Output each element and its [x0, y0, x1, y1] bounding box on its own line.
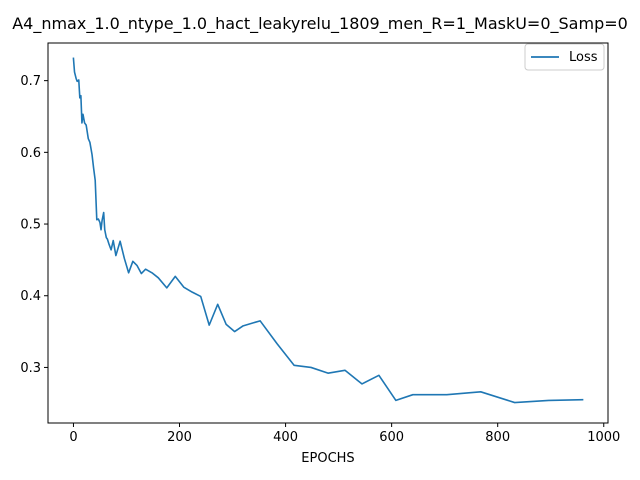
- y-tick-label: 0.5: [20, 218, 41, 233]
- axes-frame: [47, 42, 609, 424]
- legend: Loss: [524, 43, 605, 71]
- y-tick-label: 0.4: [20, 289, 41, 304]
- legend-box: [524, 43, 605, 71]
- x-tick-label: 0: [69, 430, 77, 445]
- chart-title: A4_nmax_1.0_ntype_1.0_hact_leakyrelu_180…: [12, 14, 628, 34]
- legend-label-loss: Loss: [569, 50, 598, 65]
- y-tick-label: 0.7: [20, 74, 41, 89]
- y-axis-ticks: 0.3 0.4 0.5 0.6 0.7: [20, 74, 48, 376]
- x-tick-label: 600: [379, 430, 404, 445]
- x-axis-ticks: 0 200 400 600 800 1000: [69, 423, 620, 445]
- y-tick-label: 0.3: [20, 361, 41, 376]
- series-layer: [72, 57, 584, 404]
- x-axis-label: EPOCHS: [301, 451, 354, 466]
- x-tick-label: 800: [485, 430, 510, 445]
- x-tick-label: 1000: [587, 430, 620, 445]
- plot-area: 0 200 400 600 800 1000 0.3 0.4 0.5 0.6 0.7: [20, 42, 620, 445]
- axes-background: [48, 43, 608, 423]
- x-tick-label: 200: [167, 430, 192, 445]
- series-line-loss: [72, 57, 584, 404]
- y-tick-label: 0.6: [20, 146, 41, 161]
- x-tick-label: 400: [273, 430, 298, 445]
